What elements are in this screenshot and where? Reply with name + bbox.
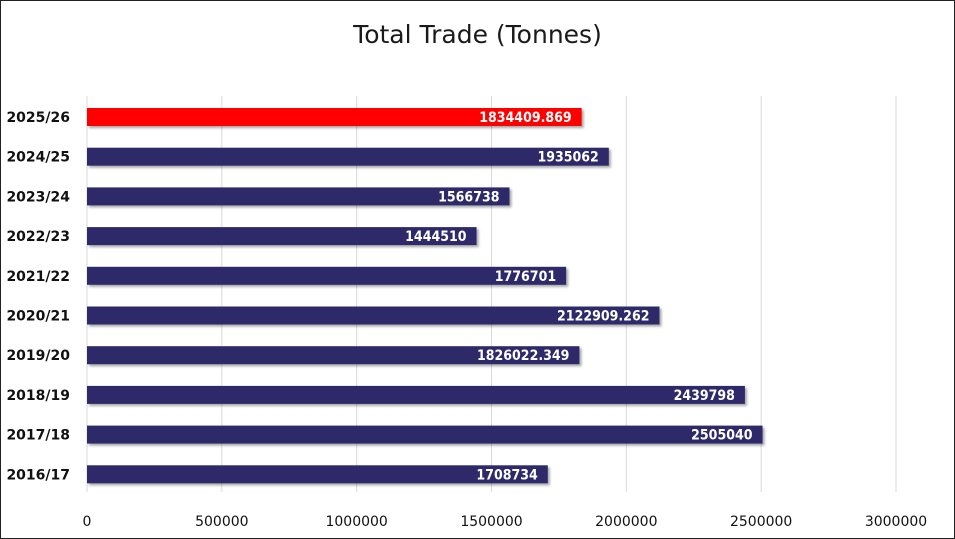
category-label: 2025/26 <box>6 110 70 126</box>
bar <box>87 187 510 206</box>
bar <box>87 227 477 246</box>
x-tick-label: 0 <box>83 514 92 530</box>
bar <box>87 425 763 444</box>
data-label: 1708734 <box>476 467 538 483</box>
x-tick-label: 1500000 <box>460 514 522 530</box>
bar <box>87 147 609 166</box>
bar <box>87 465 548 484</box>
category-label: 2023/24 <box>6 189 70 205</box>
data-label: 1444510 <box>405 229 467 245</box>
data-label: 2439798 <box>674 388 735 404</box>
x-tick-label: 3000000 <box>865 514 927 530</box>
x-tick-label: 1000000 <box>325 514 387 530</box>
data-label: 1566738 <box>438 189 499 205</box>
category-label: 2017/18 <box>6 428 70 444</box>
data-label: 1826022.349 <box>477 348 569 364</box>
category-label: 2018/19 <box>6 388 70 404</box>
category-label: 2019/20 <box>6 348 70 364</box>
category-label: 2022/23 <box>6 229 70 245</box>
chart-title: Total Trade (Tonnes) <box>353 20 602 49</box>
category-label: 2016/17 <box>6 467 70 483</box>
data-label: 1834409.869 <box>479 110 571 126</box>
bar <box>87 306 660 325</box>
bar <box>87 385 745 404</box>
bar <box>87 266 567 285</box>
data-label: 2505040 <box>691 428 753 444</box>
bar <box>87 346 580 365</box>
data-label: 1776701 <box>495 269 556 285</box>
bar <box>87 108 582 126</box>
data-label: 2122909.262 <box>557 309 649 325</box>
x-tick-label: 2500000 <box>730 514 792 530</box>
category-label: 2020/21 <box>6 309 70 325</box>
category-label: 2024/25 <box>6 150 70 166</box>
data-label: 1935062 <box>537 150 598 166</box>
x-tick-label: 2000000 <box>595 514 657 530</box>
category-label: 2021/22 <box>6 269 70 285</box>
x-tick-label: 500000 <box>195 514 248 530</box>
